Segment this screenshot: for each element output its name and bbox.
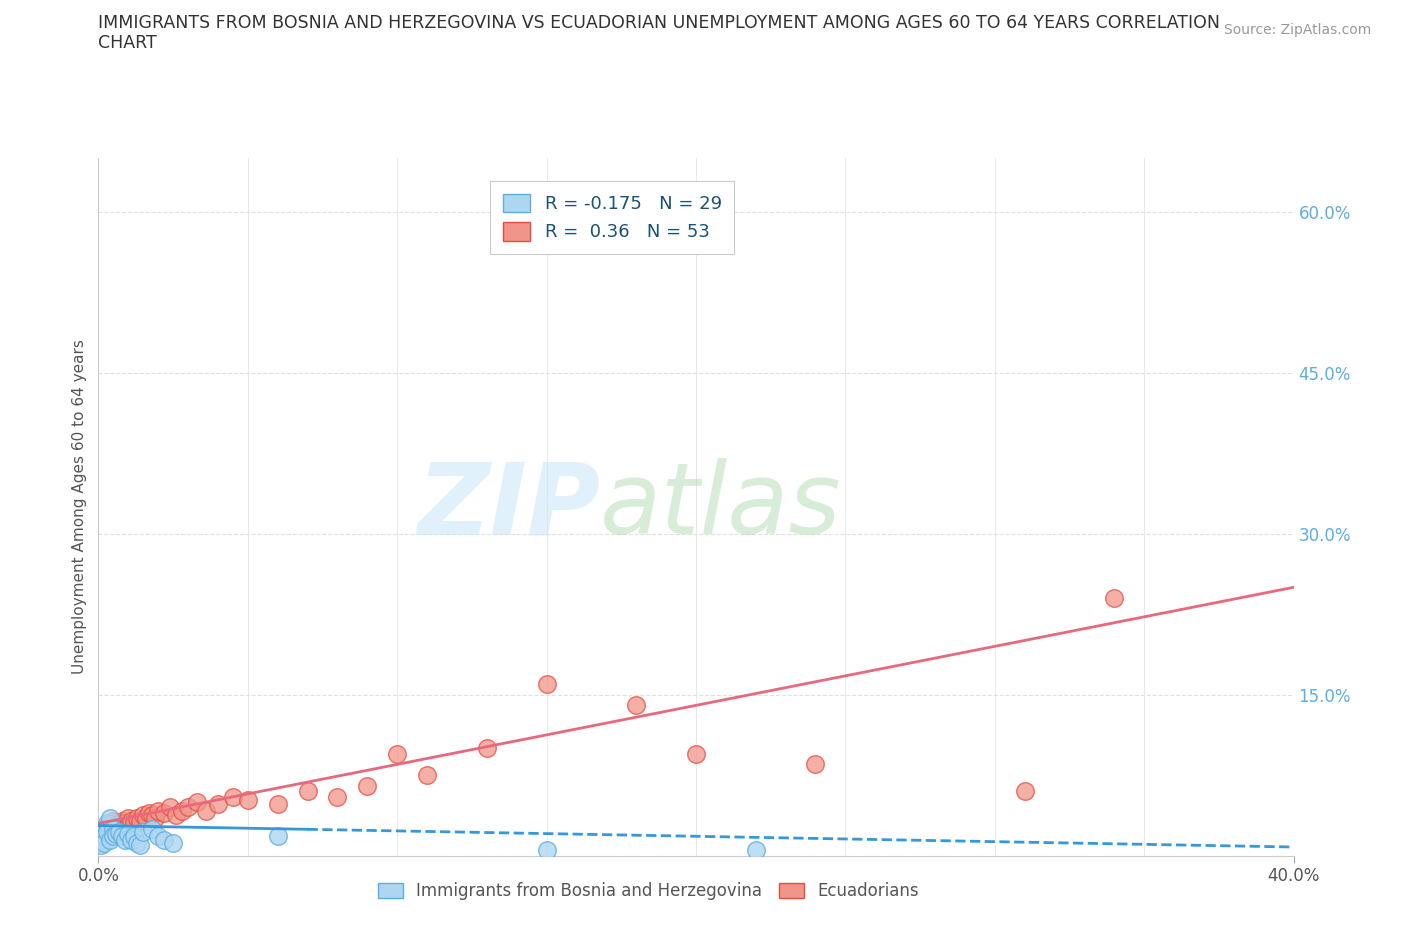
Point xyxy=(108,825,131,840)
Point xyxy=(172,804,194,818)
Point xyxy=(93,829,115,844)
Text: IMMIGRANTS FROM BOSNIA AND HERZEGOVINA VS ECUADORIAN UNEMPLOYMENT AMONG AGES 60 : IMMIGRANTS FROM BOSNIA AND HERZEGOVINA V… xyxy=(98,14,1220,32)
Point xyxy=(236,792,259,807)
Y-axis label: Unemployment Among Ages 60 to 64 years: Unemployment Among Ages 60 to 64 years xyxy=(72,339,87,674)
Point xyxy=(536,843,558,857)
Point xyxy=(103,829,125,844)
Point xyxy=(93,827,115,842)
Point xyxy=(117,818,139,833)
Point xyxy=(100,816,122,830)
Point xyxy=(267,829,290,844)
Point xyxy=(1014,784,1036,799)
Point xyxy=(153,805,176,820)
Point xyxy=(135,811,157,826)
Point xyxy=(153,832,176,847)
Point xyxy=(685,746,707,761)
Point xyxy=(177,800,200,815)
Point xyxy=(745,843,768,857)
Point xyxy=(105,825,128,840)
Point xyxy=(96,816,118,830)
Legend: Immigrants from Bosnia and Herzegovina, Ecuadorians: Immigrants from Bosnia and Herzegovina, … xyxy=(371,875,925,907)
Point xyxy=(96,825,118,840)
Point xyxy=(100,821,122,836)
Point xyxy=(114,832,136,847)
Point xyxy=(103,821,125,836)
Point xyxy=(111,818,134,833)
Point xyxy=(148,804,170,818)
Point xyxy=(159,800,181,815)
Point xyxy=(148,829,170,844)
Point xyxy=(90,837,112,852)
Point xyxy=(207,797,229,812)
Point xyxy=(165,807,187,822)
Point xyxy=(626,698,648,712)
Point xyxy=(162,835,184,850)
Point xyxy=(129,814,152,829)
Point xyxy=(127,811,149,826)
Point xyxy=(267,797,290,812)
Point xyxy=(297,784,319,799)
Point xyxy=(1104,591,1126,605)
Point xyxy=(100,811,122,826)
Point xyxy=(195,804,218,818)
Point xyxy=(103,821,125,836)
Point xyxy=(138,805,160,820)
Point xyxy=(108,816,131,830)
Point xyxy=(117,827,139,842)
Point xyxy=(90,832,112,847)
Point xyxy=(127,835,149,850)
Text: Source: ZipAtlas.com: Source: ZipAtlas.com xyxy=(1223,23,1371,37)
Point xyxy=(105,827,128,842)
Point xyxy=(124,816,146,830)
Point xyxy=(111,829,134,844)
Point xyxy=(117,811,139,826)
Point xyxy=(141,821,163,836)
Point xyxy=(100,832,122,847)
Point xyxy=(114,821,136,836)
Point xyxy=(111,814,134,829)
Point xyxy=(120,832,142,847)
Point xyxy=(103,814,125,829)
Point xyxy=(93,821,115,836)
Point xyxy=(108,821,131,836)
Point xyxy=(93,821,115,836)
Point xyxy=(326,790,349,804)
Point xyxy=(141,807,163,822)
Point xyxy=(90,825,112,840)
Point xyxy=(132,825,155,840)
Point xyxy=(143,811,166,826)
Point xyxy=(114,816,136,830)
Text: atlas: atlas xyxy=(600,458,842,555)
Point xyxy=(536,676,558,691)
Point xyxy=(120,814,142,829)
Text: ZIP: ZIP xyxy=(418,458,600,555)
Point xyxy=(90,829,112,844)
Point xyxy=(356,778,378,793)
Point xyxy=(132,807,155,822)
Point xyxy=(186,794,208,809)
Point xyxy=(475,741,498,756)
Point xyxy=(129,837,152,852)
Text: CHART: CHART xyxy=(98,34,157,52)
Point xyxy=(124,829,146,844)
Point xyxy=(222,790,245,804)
Point xyxy=(96,825,118,840)
Point xyxy=(385,746,409,761)
Point xyxy=(416,767,439,782)
Point xyxy=(96,818,118,833)
Point xyxy=(105,818,128,833)
Point xyxy=(804,757,827,772)
Point xyxy=(93,835,115,850)
Point xyxy=(90,827,112,842)
